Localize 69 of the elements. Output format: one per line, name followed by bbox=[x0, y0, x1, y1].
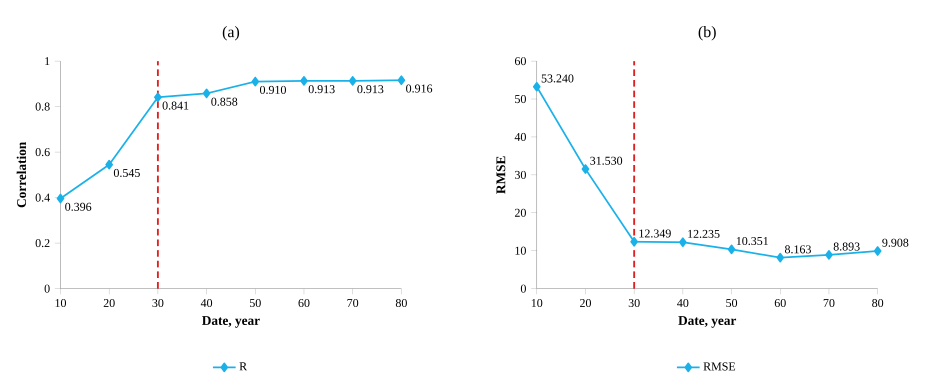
point bbox=[348, 76, 357, 86]
x-tick-label: 70 bbox=[347, 299, 358, 308]
x-tick-label: 70 bbox=[824, 299, 834, 308]
point bbox=[532, 82, 541, 92]
data-label: 9.908 bbox=[882, 238, 908, 247]
legend-label: R bbox=[240, 362, 248, 370]
chart-title: (a) bbox=[222, 26, 240, 41]
point bbox=[300, 76, 308, 86]
point bbox=[630, 237, 638, 247]
point bbox=[582, 164, 590, 174]
y-tick-label: 30 bbox=[515, 170, 526, 180]
point bbox=[825, 250, 833, 260]
data-label: 0.396 bbox=[65, 202, 92, 212]
y-axis-title: Correlation bbox=[16, 142, 26, 208]
x-tick-label: 30 bbox=[152, 299, 164, 308]
point bbox=[728, 244, 736, 254]
chart-title: (b) bbox=[698, 26, 716, 41]
data-label: 53.240 bbox=[542, 74, 574, 83]
y-tick-label: 10 bbox=[515, 246, 526, 255]
data-label: 8.893 bbox=[834, 242, 860, 251]
x-tick-label: 10 bbox=[56, 299, 66, 308]
x-tick-label: 30 bbox=[628, 299, 640, 308]
legend-label: RMSE bbox=[703, 362, 736, 371]
data-label: 0.916 bbox=[406, 84, 432, 93]
y-tick-label: 60 bbox=[514, 57, 526, 66]
point bbox=[679, 238, 687, 248]
data-label: 0.910 bbox=[260, 86, 286, 94]
x-tick-label: 60 bbox=[774, 299, 786, 308]
point bbox=[398, 76, 406, 86]
x-tick-label: 50 bbox=[726, 299, 738, 308]
point bbox=[202, 88, 210, 98]
y-tick-label: 0 bbox=[44, 284, 50, 293]
data-label: 0.841 bbox=[162, 102, 188, 110]
x-axis-title: Date, year bbox=[678, 316, 736, 328]
data-label: 0.913 bbox=[357, 85, 384, 94]
point bbox=[154, 92, 162, 102]
x-tick-label: 40 bbox=[200, 299, 212, 308]
point bbox=[251, 76, 260, 87]
y-tick-label: 0.2 bbox=[36, 239, 50, 248]
x-tick-label: 80 bbox=[396, 299, 407, 308]
y-tick-label: 0.4 bbox=[36, 194, 50, 202]
data-label: 0.858 bbox=[211, 98, 238, 106]
y-tick-label: 50 bbox=[515, 95, 526, 104]
x-tick-label: 10 bbox=[532, 299, 542, 308]
data-label: 0.913 bbox=[308, 85, 335, 94]
x-tick-label: 50 bbox=[250, 299, 261, 308]
point bbox=[776, 252, 784, 263]
data-label: 10.351 bbox=[736, 237, 768, 246]
y-tick-label: 0.6 bbox=[36, 148, 50, 156]
point bbox=[105, 160, 114, 170]
data-label: 8.163 bbox=[784, 245, 811, 254]
point bbox=[874, 246, 882, 256]
y-tick-label: 0 bbox=[520, 284, 526, 293]
data-label: 0.545 bbox=[114, 169, 140, 178]
y-tick-label: 40 bbox=[514, 133, 526, 142]
x-axis-title: Date, year bbox=[202, 316, 260, 328]
x-tick-label: 60 bbox=[298, 299, 310, 308]
x-tick-label: 20 bbox=[580, 299, 591, 308]
y-tick-label: 20 bbox=[514, 208, 526, 217]
x-tick-label: 80 bbox=[872, 299, 884, 308]
data-label: 31.530 bbox=[590, 156, 622, 165]
x-tick-label: 40 bbox=[677, 299, 688, 308]
data-label: 12.235 bbox=[688, 230, 720, 238]
y-axis-title: RMSE bbox=[496, 156, 506, 194]
y-tick-label: 0.8 bbox=[36, 102, 50, 111]
x-tick-label: 20 bbox=[104, 299, 115, 308]
point bbox=[56, 194, 64, 204]
y-tick-label: 1 bbox=[45, 57, 50, 66]
data-label: 12.349 bbox=[639, 230, 671, 238]
